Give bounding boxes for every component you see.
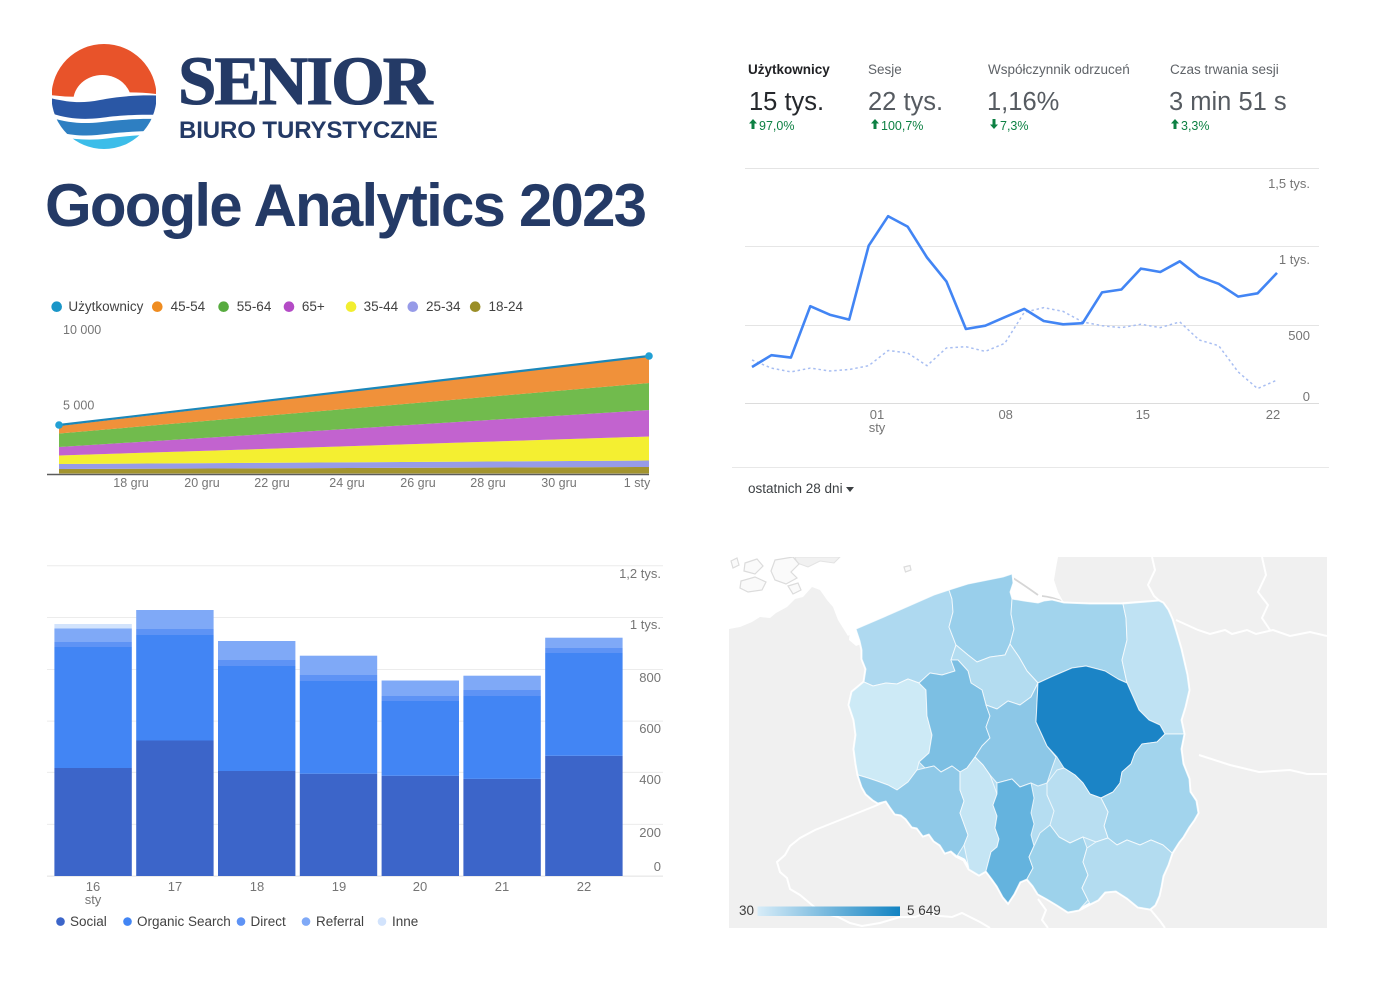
- svg-text:35-44: 35-44: [364, 299, 399, 314]
- svg-text:1,5 tys.: 1,5 tys.: [1268, 176, 1310, 191]
- svg-text:Social: Social: [70, 914, 107, 929]
- svg-text:200: 200: [639, 825, 661, 840]
- svg-text:1 tys.: 1 tys.: [1279, 252, 1310, 267]
- svg-text:600: 600: [639, 721, 661, 736]
- svg-text:800: 800: [639, 670, 661, 685]
- svg-text:20: 20: [413, 879, 427, 894]
- svg-text:sty: sty: [869, 420, 886, 435]
- svg-text:18 gru: 18 gru: [113, 476, 148, 490]
- svg-text:16: 16: [86, 879, 100, 894]
- svg-text:01: 01: [870, 407, 884, 422]
- svg-text:22: 22: [577, 879, 591, 894]
- svg-text:17: 17: [168, 879, 182, 894]
- svg-text:24 gru: 24 gru: [329, 476, 364, 490]
- svg-text:26 gru: 26 gru: [400, 476, 435, 490]
- svg-text:Referral: Referral: [316, 914, 364, 929]
- svg-text:45-54: 45-54: [171, 299, 206, 314]
- svg-text:22 gru: 22 gru: [254, 476, 289, 490]
- svg-text:28 gru: 28 gru: [470, 476, 505, 490]
- svg-text:21: 21: [495, 879, 509, 894]
- svg-text:0: 0: [1303, 389, 1310, 404]
- svg-text:Direct: Direct: [251, 914, 287, 929]
- svg-text:08: 08: [998, 407, 1012, 422]
- svg-text:20 gru: 20 gru: [184, 476, 219, 490]
- svg-text:19: 19: [332, 879, 346, 894]
- svg-text:18: 18: [250, 879, 264, 894]
- svg-text:65+: 65+: [302, 299, 325, 314]
- svg-text:0: 0: [654, 859, 661, 874]
- svg-text:1 tys.: 1 tys.: [630, 617, 661, 632]
- svg-text:18-24: 18-24: [489, 299, 524, 314]
- svg-text:500: 500: [1288, 328, 1310, 343]
- svg-text:1,2 tys.: 1,2 tys.: [619, 566, 661, 581]
- svg-text:22: 22: [1266, 407, 1280, 422]
- svg-text:5 649: 5 649: [907, 903, 941, 918]
- svg-text:1 sty: 1 sty: [624, 476, 651, 490]
- svg-text:Użytkownicy: Użytkownicy: [68, 299, 143, 314]
- svg-text:30 gru: 30 gru: [541, 476, 576, 490]
- svg-text:Inne: Inne: [392, 914, 418, 929]
- svg-text:400: 400: [639, 772, 661, 787]
- svg-text:15: 15: [1136, 407, 1150, 422]
- svg-text:10 000: 10 000: [63, 323, 101, 337]
- svg-text:Organic Search: Organic Search: [137, 914, 231, 929]
- svg-text:sty: sty: [85, 892, 102, 907]
- svg-text:55-64: 55-64: [237, 299, 272, 314]
- svg-text:30: 30: [739, 903, 754, 918]
- svg-text:5 000: 5 000: [63, 399, 94, 413]
- svg-text:25-34: 25-34: [426, 299, 461, 314]
